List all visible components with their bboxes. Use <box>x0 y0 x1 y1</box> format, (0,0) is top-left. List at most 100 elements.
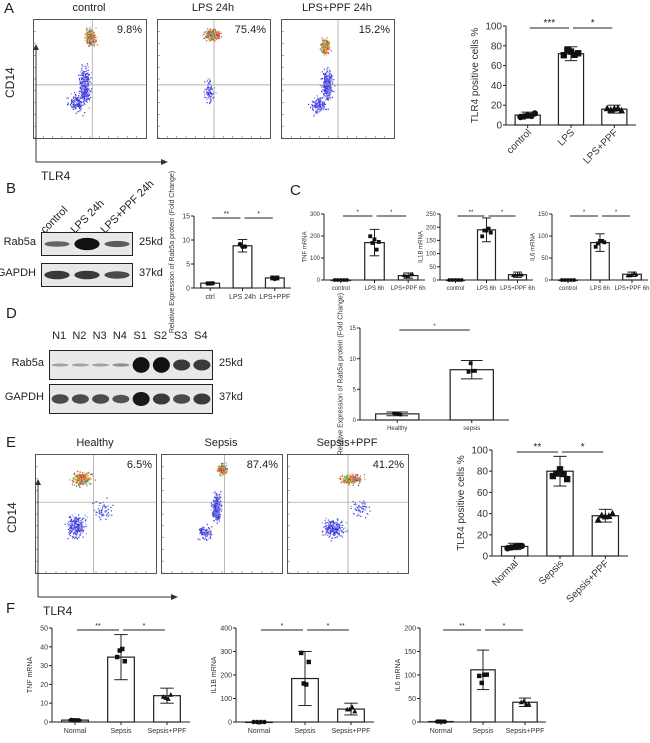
svg-text:400: 400 <box>220 625 232 632</box>
svg-text:200: 200 <box>220 672 232 679</box>
svg-text:50: 50 <box>429 265 436 271</box>
svg-text:0: 0 <box>545 278 549 284</box>
svg-text:100: 100 <box>404 672 416 679</box>
svg-text:40: 40 <box>40 644 48 651</box>
flow-plot-title: control <box>72 2 106 14</box>
svg-text:0: 0 <box>228 719 232 726</box>
svg-text:50: 50 <box>40 625 48 632</box>
svg-text:20: 20 <box>477 530 489 541</box>
flow-percentage: 15.2% <box>358 24 390 36</box>
panel-label-c: C <box>290 182 301 199</box>
svg-text:0: 0 <box>44 719 48 726</box>
svg-text:*: * <box>281 623 284 630</box>
flow-plot-title: Sepsis+PPF <box>316 437 378 449</box>
bar-chart-a-bar: 0 20 40 60 80 100 TLR4 positive cells % control… <box>448 18 648 170</box>
svg-text:LPS 6h: LPS 6h <box>590 286 610 292</box>
svg-text:250: 250 <box>426 212 437 218</box>
svg-text:150: 150 <box>404 649 416 656</box>
svg-text:Sepsis: Sepsis <box>472 728 494 735</box>
svg-text:150: 150 <box>538 212 549 218</box>
svg-text:40: 40 <box>491 81 503 92</box>
svg-text:LPS+PPF: LPS+PPF <box>259 294 290 301</box>
blot-kd-label: 25kd <box>139 236 163 248</box>
svg-text:100: 100 <box>485 22 502 33</box>
svg-text:100: 100 <box>538 234 549 240</box>
svg-text:15: 15 <box>349 326 356 332</box>
svg-text:IL6 mRNA: IL6 mRNA <box>395 659 402 692</box>
svg-text:TNF mRNA: TNF mRNA <box>302 232 308 263</box>
svg-text:*: * <box>501 210 504 216</box>
svg-text:control: control <box>332 286 350 292</box>
svg-text:IL1B mRNA: IL1B mRNA <box>211 656 218 693</box>
svg-text:**: ** <box>533 442 541 453</box>
panel-label-b: B <box>6 180 17 197</box>
bar-chart-d-bar: 0 5 10 15 Relative Expression of Rab5a prote… <box>330 293 515 455</box>
svg-text:LPS: LPS <box>556 127 577 148</box>
blot-row-label: GAPDH <box>0 267 36 279</box>
flow-axes <box>23 479 183 607</box>
blot-lane-label: N3 <box>92 330 107 342</box>
flow-percentage: 87.4% <box>246 459 278 471</box>
flow-x-axis-label: TLR4 <box>43 604 73 618</box>
blot-strip <box>49 384 213 414</box>
blot-lane-label: N4 <box>112 330 127 342</box>
svg-text:80: 80 <box>491 41 503 52</box>
flow-plot: 75.4% <box>157 19 271 139</box>
svg-text:Healthy: Healthy <box>387 426 407 432</box>
svg-text:LPS+PPF 6h: LPS+PPF 6h <box>391 286 426 292</box>
svg-text:control: control <box>446 286 464 292</box>
bar-chart-f-tnf: 0 10 20 30 40 50 TNF mRNA Normal Sepsis Sepsis+PP… <box>24 620 194 738</box>
svg-text:LPS 6h: LPS 6h <box>477 286 497 292</box>
svg-text:Sepsis: Sepsis <box>110 728 132 735</box>
svg-text:Sepsis+PPF: Sepsis+PPF <box>506 728 545 735</box>
svg-text:0: 0 <box>482 552 488 563</box>
svg-text:LPS+PPF 6h: LPS+PPF 6h <box>500 286 535 292</box>
flow-plot: 87.4% <box>161 454 283 574</box>
blot-kd-label: 37kd <box>139 267 163 279</box>
svg-text:TLR4 positive cells %: TLR4 positive cells % <box>456 455 467 551</box>
flow-plot-title: LPS 24h <box>191 2 235 14</box>
flow-plot: 9.8% <box>33 19 147 139</box>
bar-chart-f-il6: 0 50 100 150 200 IL6 mRNA Normal Sepsis Sepsis+P… <box>390 620 550 738</box>
svg-text:0: 0 <box>496 121 502 132</box>
svg-text:300: 300 <box>220 649 232 656</box>
svg-text:Relative Expression of Rab5a p: Relative Expression of Rab5a protein (Fo… <box>337 293 344 455</box>
svg-text:*: * <box>581 442 585 453</box>
svg-text:100: 100 <box>220 696 232 703</box>
blot-kd-label: 25kd <box>219 357 243 369</box>
flow-plot: 41.2% <box>287 454 409 574</box>
svg-text:*: * <box>257 211 260 218</box>
bar-chart-b-bar: 0 5 10 15 Relative Expression of Rab5a prote… <box>169 171 295 333</box>
blot-row-label: Rab5a <box>11 357 44 369</box>
blot-strip <box>41 232 133 256</box>
svg-text:IL1B mRNA: IL1B mRNA <box>418 231 424 263</box>
svg-text:60: 60 <box>477 488 489 499</box>
svg-text:0: 0 <box>412 719 416 726</box>
svg-text:*: * <box>327 623 330 630</box>
svg-text:80: 80 <box>477 467 489 478</box>
svg-text:20: 20 <box>491 101 503 112</box>
svg-text:20: 20 <box>40 682 48 689</box>
bar-chart-c-il6: 0 50 100 150 IL6 mRNA control LPS 6h LPS+PPF 6h… <box>530 206 650 294</box>
svg-text:Sepsis: Sepsis <box>537 558 566 587</box>
svg-text:*: * <box>433 324 436 330</box>
svg-text:150: 150 <box>426 239 437 245</box>
blot-strip <box>41 263 133 287</box>
blot-row-label: Rab5a <box>3 236 36 248</box>
svg-text:LPS 6h: LPS 6h <box>365 286 385 292</box>
flow-percentage: 9.8% <box>116 24 142 36</box>
svg-text:Normal: Normal <box>64 728 87 735</box>
svg-text:Sepsis+PPF: Sepsis+PPF <box>565 558 612 605</box>
flow-percentage: 41.2% <box>372 459 404 471</box>
svg-text:Normal: Normal <box>430 728 453 735</box>
svg-text:5: 5 <box>186 261 190 268</box>
blot-lane-label: N2 <box>72 330 87 342</box>
panel-label-e: E <box>6 434 17 451</box>
blot-lane-label: S3 <box>173 330 188 342</box>
svg-text:10: 10 <box>349 357 356 363</box>
panel-label-a: A <box>4 0 15 17</box>
svg-text:10: 10 <box>182 237 190 244</box>
svg-text:Normal: Normal <box>248 728 271 735</box>
svg-text:*: * <box>356 210 359 216</box>
svg-text:TNF mRNA: TNF mRNA <box>27 657 34 693</box>
